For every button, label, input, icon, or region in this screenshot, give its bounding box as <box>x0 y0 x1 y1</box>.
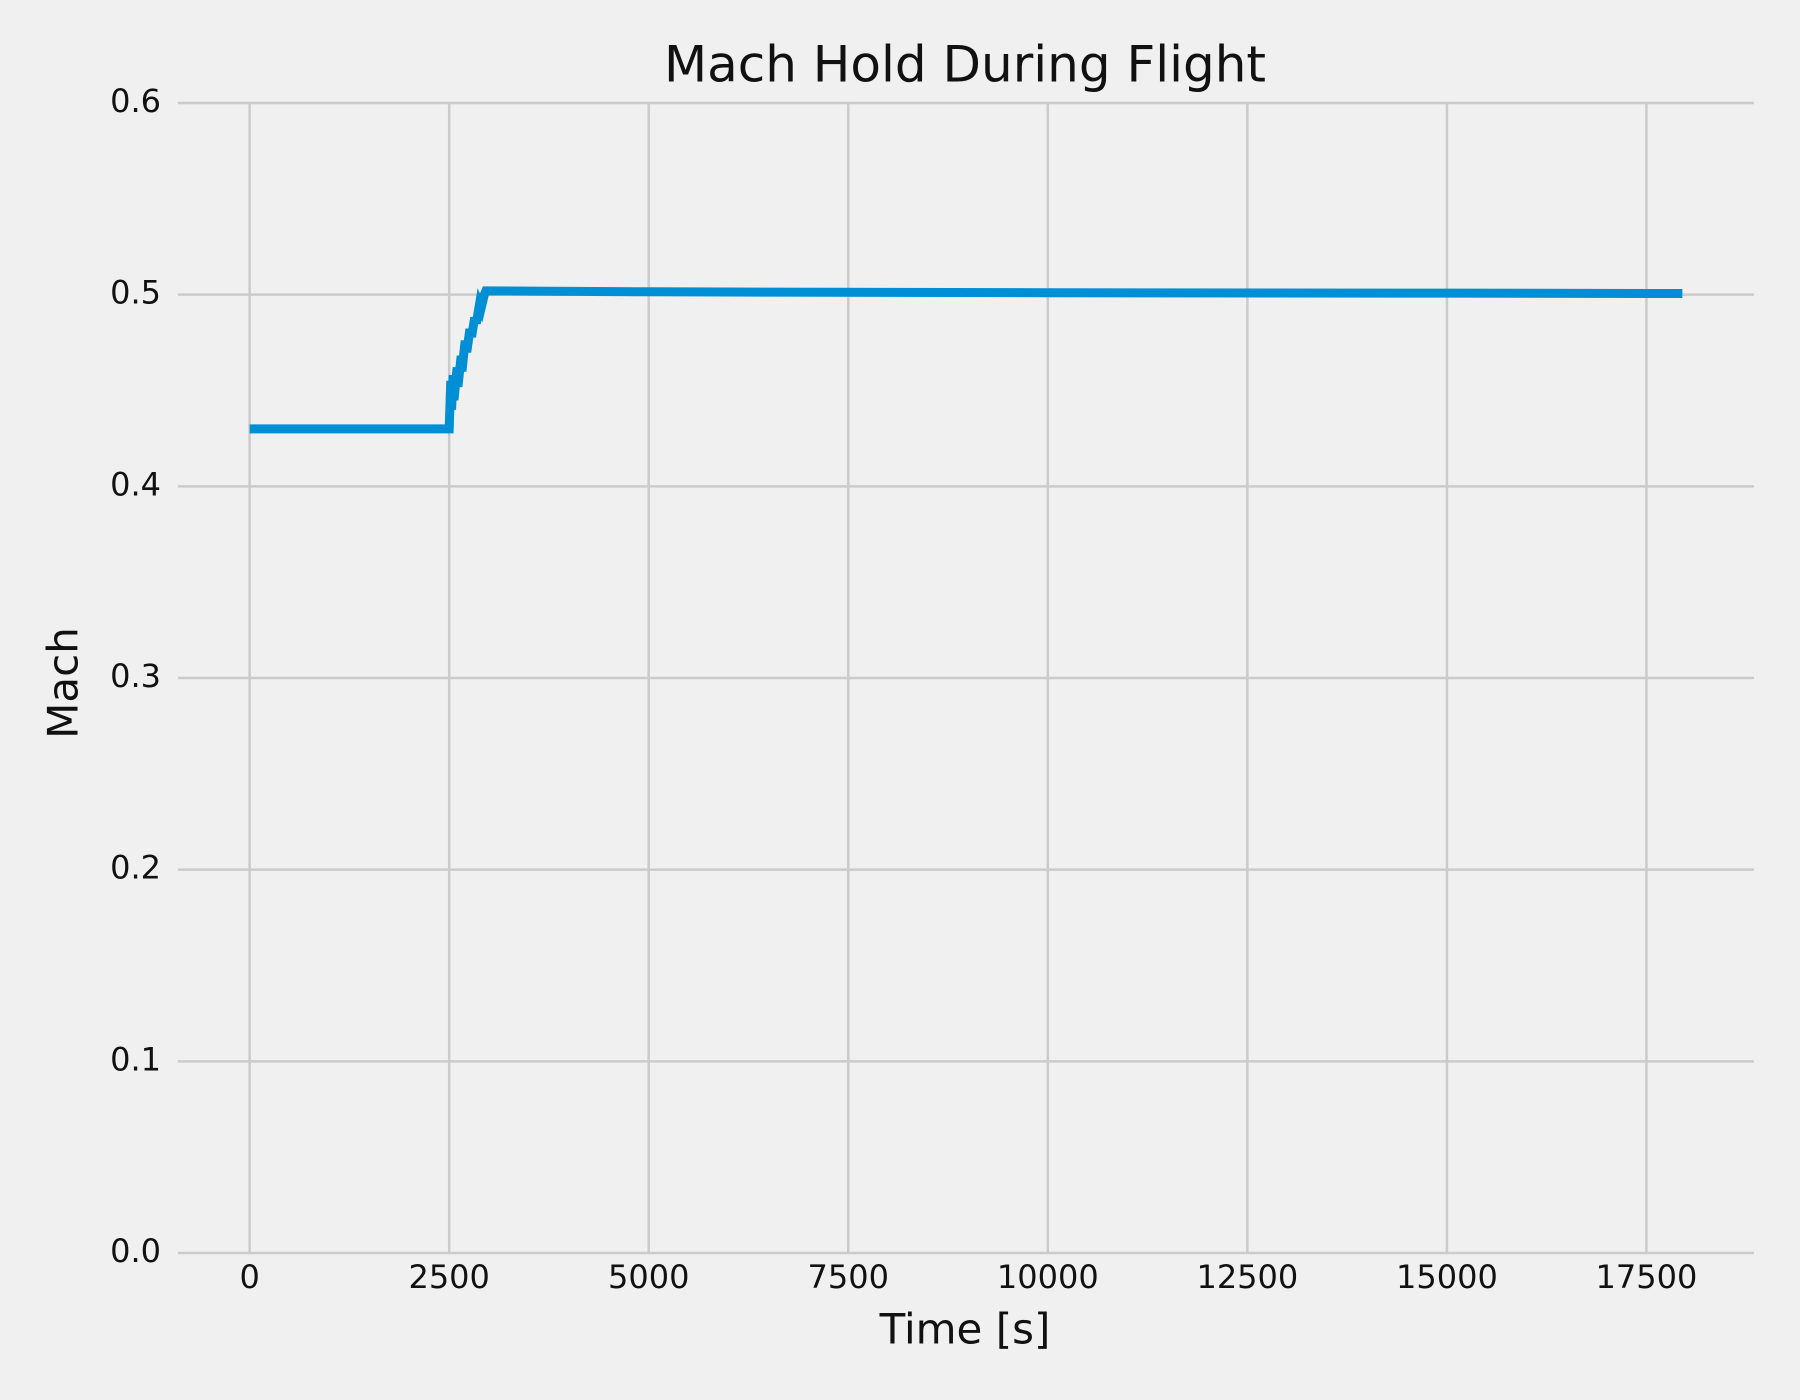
x-tick-label: 10000 <box>997 1258 1099 1296</box>
x-tick-label: 0 <box>239 1258 259 1296</box>
y-tick-label: 0.5 <box>110 274 161 312</box>
data-line <box>249 286 1683 434</box>
y-axis-label: Mach <box>39 627 88 739</box>
y-tick-label: 0.3 <box>110 657 161 695</box>
x-tick-label: 2500 <box>408 1258 489 1296</box>
y-tick-label: 0.2 <box>110 849 161 887</box>
y-tick-label: 0.1 <box>110 1040 161 1078</box>
y-tick-label: 0.6 <box>110 82 161 120</box>
x-tick-label: 17500 <box>1596 1258 1698 1296</box>
y-tick-label: 0.4 <box>110 465 161 503</box>
x-tick-label: 7500 <box>808 1258 889 1296</box>
chart-title: Mach Hold During Flight <box>664 36 1266 94</box>
y-tick-label: 0.0 <box>110 1232 161 1270</box>
x-tick-label: 5000 <box>608 1258 689 1296</box>
x-tick-label: 12500 <box>1196 1258 1298 1296</box>
x-axis-label: Time [s] <box>879 1305 1051 1354</box>
x-tick-label: 15000 <box>1396 1258 1498 1296</box>
